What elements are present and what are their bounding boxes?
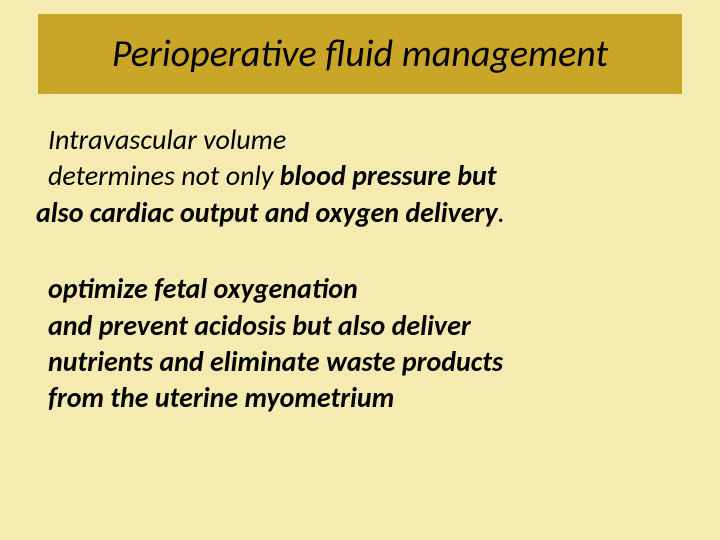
body-line: nutrients and eliminate waste products <box>36 344 684 380</box>
text-span: determines not only <box>48 158 280 193</box>
text-span: also cardiac output and oxygen delivery <box>36 195 498 230</box>
slide: Perioperative fluid management Intravasc… <box>0 0 720 540</box>
body-paragraph: Intravascular volumedetermines not only … <box>36 122 684 231</box>
text-span: . <box>498 195 505 230</box>
body-line: also cardiac output and oxygen delivery. <box>36 195 684 231</box>
body-line: determines not only blood pressure but <box>36 158 684 194</box>
text-span: nutrients and eliminate waste products <box>48 344 503 379</box>
body-line: from the uterine myometrium <box>36 380 684 416</box>
slide-body: Intravascular volumedetermines not only … <box>36 122 684 417</box>
text-span: and prevent acidosis but also deliver <box>48 308 471 343</box>
slide-title: Perioperative fluid management <box>38 14 682 94</box>
text-span: blood pressure but <box>280 158 497 193</box>
slide-title-text: Perioperative fluid management <box>112 31 608 77</box>
body-line: Intravascular volume <box>36 122 684 158</box>
text-span: from the uterine myometrium <box>48 380 394 415</box>
body-paragraph: optimize fetal oxygenationand prevent ac… <box>36 271 684 417</box>
text-span: optimize fetal oxygenation <box>48 271 358 306</box>
text-span: Intravascular volume <box>48 122 286 157</box>
body-line: and prevent acidosis but also deliver <box>36 308 684 344</box>
body-line: optimize fetal oxygenation <box>36 271 684 307</box>
